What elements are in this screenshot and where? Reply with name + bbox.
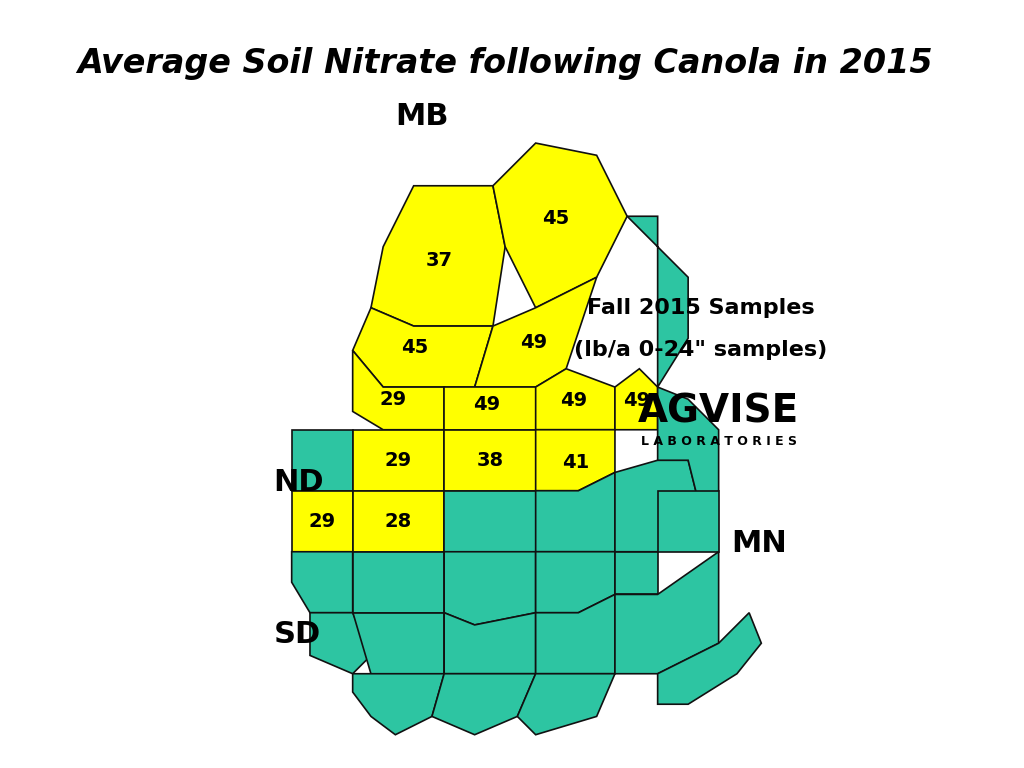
Polygon shape: [352, 308, 493, 387]
Text: MN: MN: [731, 528, 786, 558]
Polygon shape: [444, 551, 536, 625]
Text: 29: 29: [308, 511, 336, 531]
Polygon shape: [432, 674, 536, 735]
Text: 45: 45: [542, 210, 569, 228]
Polygon shape: [352, 551, 444, 613]
Polygon shape: [615, 551, 719, 674]
Polygon shape: [292, 430, 352, 491]
Polygon shape: [657, 491, 719, 551]
Polygon shape: [493, 143, 627, 308]
Text: SD: SD: [273, 621, 321, 649]
Text: 37: 37: [425, 251, 453, 270]
Text: 49: 49: [560, 391, 587, 410]
Polygon shape: [444, 430, 536, 491]
Polygon shape: [352, 613, 444, 674]
Text: 28: 28: [385, 511, 412, 531]
Polygon shape: [536, 369, 615, 430]
Text: 29: 29: [385, 451, 412, 470]
Text: 41: 41: [562, 453, 590, 472]
Text: Fall 2015 Samples: Fall 2015 Samples: [587, 298, 814, 318]
Polygon shape: [657, 613, 761, 704]
Polygon shape: [536, 594, 615, 674]
Text: 29: 29: [380, 389, 407, 409]
Polygon shape: [444, 613, 536, 674]
Polygon shape: [292, 551, 352, 613]
Text: 49: 49: [473, 395, 501, 414]
Polygon shape: [310, 613, 371, 674]
Polygon shape: [352, 674, 444, 735]
Polygon shape: [615, 551, 657, 594]
Text: (lb/a 0-24" samples): (lb/a 0-24" samples): [573, 340, 827, 360]
Text: ND: ND: [273, 468, 324, 497]
Polygon shape: [352, 491, 444, 551]
Text: 49: 49: [520, 333, 547, 352]
Text: Average Soil Nitrate following Canola in 2015: Average Soil Nitrate following Canola in…: [78, 48, 933, 81]
Polygon shape: [371, 186, 505, 326]
Polygon shape: [657, 387, 719, 509]
Polygon shape: [352, 430, 444, 491]
Polygon shape: [444, 387, 536, 430]
Text: 38: 38: [476, 451, 504, 470]
Polygon shape: [444, 491, 536, 551]
Polygon shape: [615, 369, 657, 430]
Polygon shape: [536, 472, 615, 551]
Text: 49: 49: [624, 391, 650, 410]
Text: 45: 45: [401, 338, 428, 357]
Polygon shape: [475, 277, 597, 387]
Text: L A B O R A T O R I E S: L A B O R A T O R I E S: [641, 435, 797, 449]
Polygon shape: [615, 460, 700, 551]
Polygon shape: [517, 674, 615, 735]
Polygon shape: [292, 491, 352, 551]
Polygon shape: [627, 217, 688, 387]
Polygon shape: [352, 350, 444, 430]
Polygon shape: [536, 430, 615, 491]
Text: AGVISE: AGVISE: [638, 392, 800, 430]
Polygon shape: [536, 551, 615, 613]
Text: MB: MB: [395, 102, 449, 131]
